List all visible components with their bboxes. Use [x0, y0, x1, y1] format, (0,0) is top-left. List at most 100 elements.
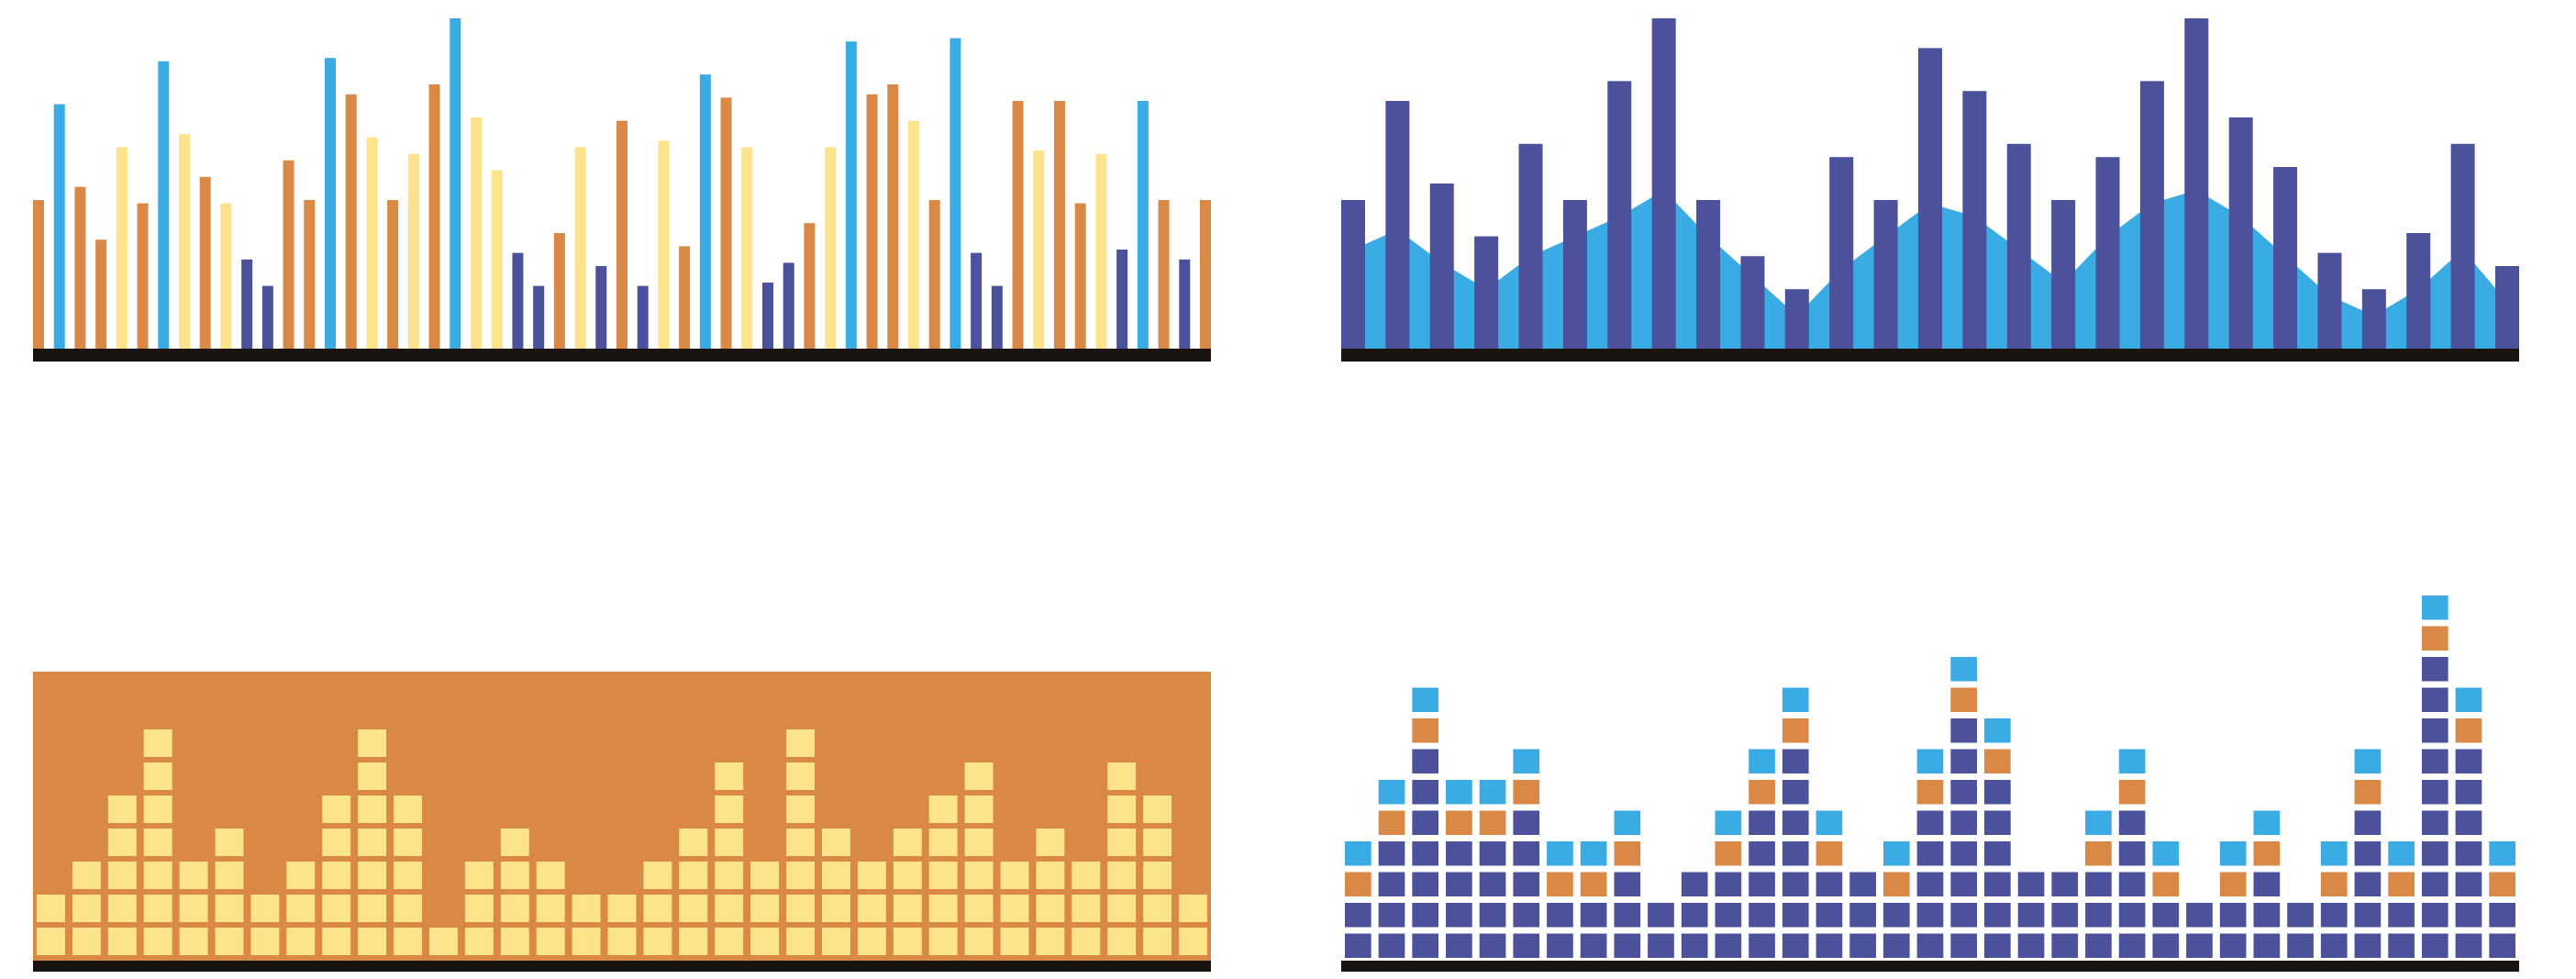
- meter-block: [2455, 749, 2482, 773]
- meter-block: [1580, 933, 1607, 958]
- eq-bar: [1012, 101, 1024, 349]
- meter-block: [2421, 595, 2448, 620]
- meter-block: [1036, 928, 1065, 955]
- meter-block: [1036, 862, 1065, 889]
- meter-block: [286, 862, 316, 889]
- eq-bar: [783, 262, 794, 349]
- meter-block: [715, 862, 744, 889]
- meter-block: [893, 862, 922, 889]
- eq-bar: [887, 84, 899, 349]
- meter-block: [37, 895, 65, 922]
- meter-block: [1614, 872, 1641, 896]
- meter-block: [2186, 903, 2213, 928]
- meter-block: [715, 762, 744, 790]
- meter-block: [2017, 933, 2045, 958]
- meter-block: [2421, 810, 2448, 835]
- meter-block: [2253, 872, 2281, 896]
- eq-bar: [741, 147, 753, 349]
- meter-block: [107, 795, 137, 823]
- eq-bar: [2095, 157, 2120, 349]
- eq-bar: [679, 246, 691, 349]
- meter-block: [2287, 903, 2314, 928]
- meter-block: [1950, 780, 1978, 805]
- meter-block: [2455, 903, 2482, 928]
- meter-block: [1513, 810, 1540, 835]
- meter-block: [2253, 810, 2281, 835]
- eq-bar: [428, 84, 440, 349]
- eq-bar: [1054, 101, 1065, 349]
- meter-block: [1479, 872, 1506, 896]
- eq-bar: [1137, 101, 1149, 349]
- meter-block: [1446, 841, 1472, 866]
- eq-bar: [1784, 289, 1809, 349]
- meter-block: [37, 928, 65, 955]
- meter-block: [358, 729, 387, 757]
- meter-block: [1107, 862, 1137, 889]
- meter-block: [1815, 841, 1843, 866]
- meter-block: [2118, 810, 2146, 835]
- eq-bar: [1696, 200, 1721, 349]
- eq-bar: [491, 170, 503, 349]
- meter-block: [1749, 841, 1775, 866]
- eq-bar: [241, 259, 253, 349]
- meter-block: [2253, 933, 2281, 958]
- meter-block: [1715, 933, 1742, 958]
- meter-block: [1950, 687, 1978, 712]
- meter-block: [2455, 687, 2482, 712]
- meter-block: [2085, 933, 2112, 958]
- meter-block: [1614, 841, 1641, 866]
- meter-block: [2354, 841, 2382, 866]
- meter-block: [1513, 749, 1540, 773]
- meter-block: [1715, 810, 1742, 835]
- eq-bar: [2228, 117, 2253, 349]
- meter-block: [358, 928, 387, 955]
- meter-block: [1479, 933, 1506, 958]
- meter-block: [394, 928, 422, 955]
- meter-block: [2219, 903, 2247, 928]
- meter-block: [179, 895, 208, 922]
- eq-bar: [512, 252, 524, 349]
- meter-block: [2051, 872, 2079, 896]
- meter-block: [1882, 841, 1910, 866]
- meter-block: [2455, 810, 2482, 835]
- meter-block: [2421, 657, 2448, 682]
- meter-block: [750, 928, 780, 955]
- meter-block: [250, 928, 280, 955]
- meter-block: [1749, 933, 1775, 958]
- meter-block: [964, 895, 994, 922]
- meter-block: [1916, 841, 1944, 866]
- meter-block: [2320, 933, 2348, 958]
- eq-bar: [283, 160, 294, 349]
- baseline: [33, 961, 1211, 972]
- eq-bar: [33, 200, 44, 349]
- meter-block: [1378, 903, 1405, 928]
- meter-block: [358, 762, 387, 790]
- meter-block: [2489, 903, 2515, 928]
- meter-block: [358, 895, 387, 922]
- meter-block: [1513, 903, 1540, 928]
- meter-block: [1412, 933, 1439, 958]
- meter-block: [2489, 933, 2515, 958]
- meter-block: [1749, 810, 1775, 835]
- meter-block: [1412, 749, 1439, 773]
- meter-block: [2118, 780, 2146, 805]
- meter-block: [1849, 903, 1876, 928]
- meter-block: [822, 862, 850, 889]
- meter-block: [893, 829, 922, 856]
- meter-block: [679, 895, 708, 922]
- meter-block: [1107, 829, 1137, 856]
- meter-block: [322, 795, 351, 823]
- meter-block: [2253, 841, 2281, 866]
- meter-block: [2354, 810, 2382, 835]
- eq-bar: [1740, 256, 1765, 349]
- eq-bar: [762, 283, 773, 349]
- meter-block: [2455, 872, 2482, 896]
- meter-block: [1882, 903, 1910, 928]
- meter-block: [1036, 829, 1065, 856]
- eq-bar: [158, 61, 170, 350]
- meter-block: [750, 862, 780, 889]
- meter-block: [1513, 933, 1540, 958]
- meter-block: [964, 795, 994, 823]
- meter-block: [2320, 872, 2348, 896]
